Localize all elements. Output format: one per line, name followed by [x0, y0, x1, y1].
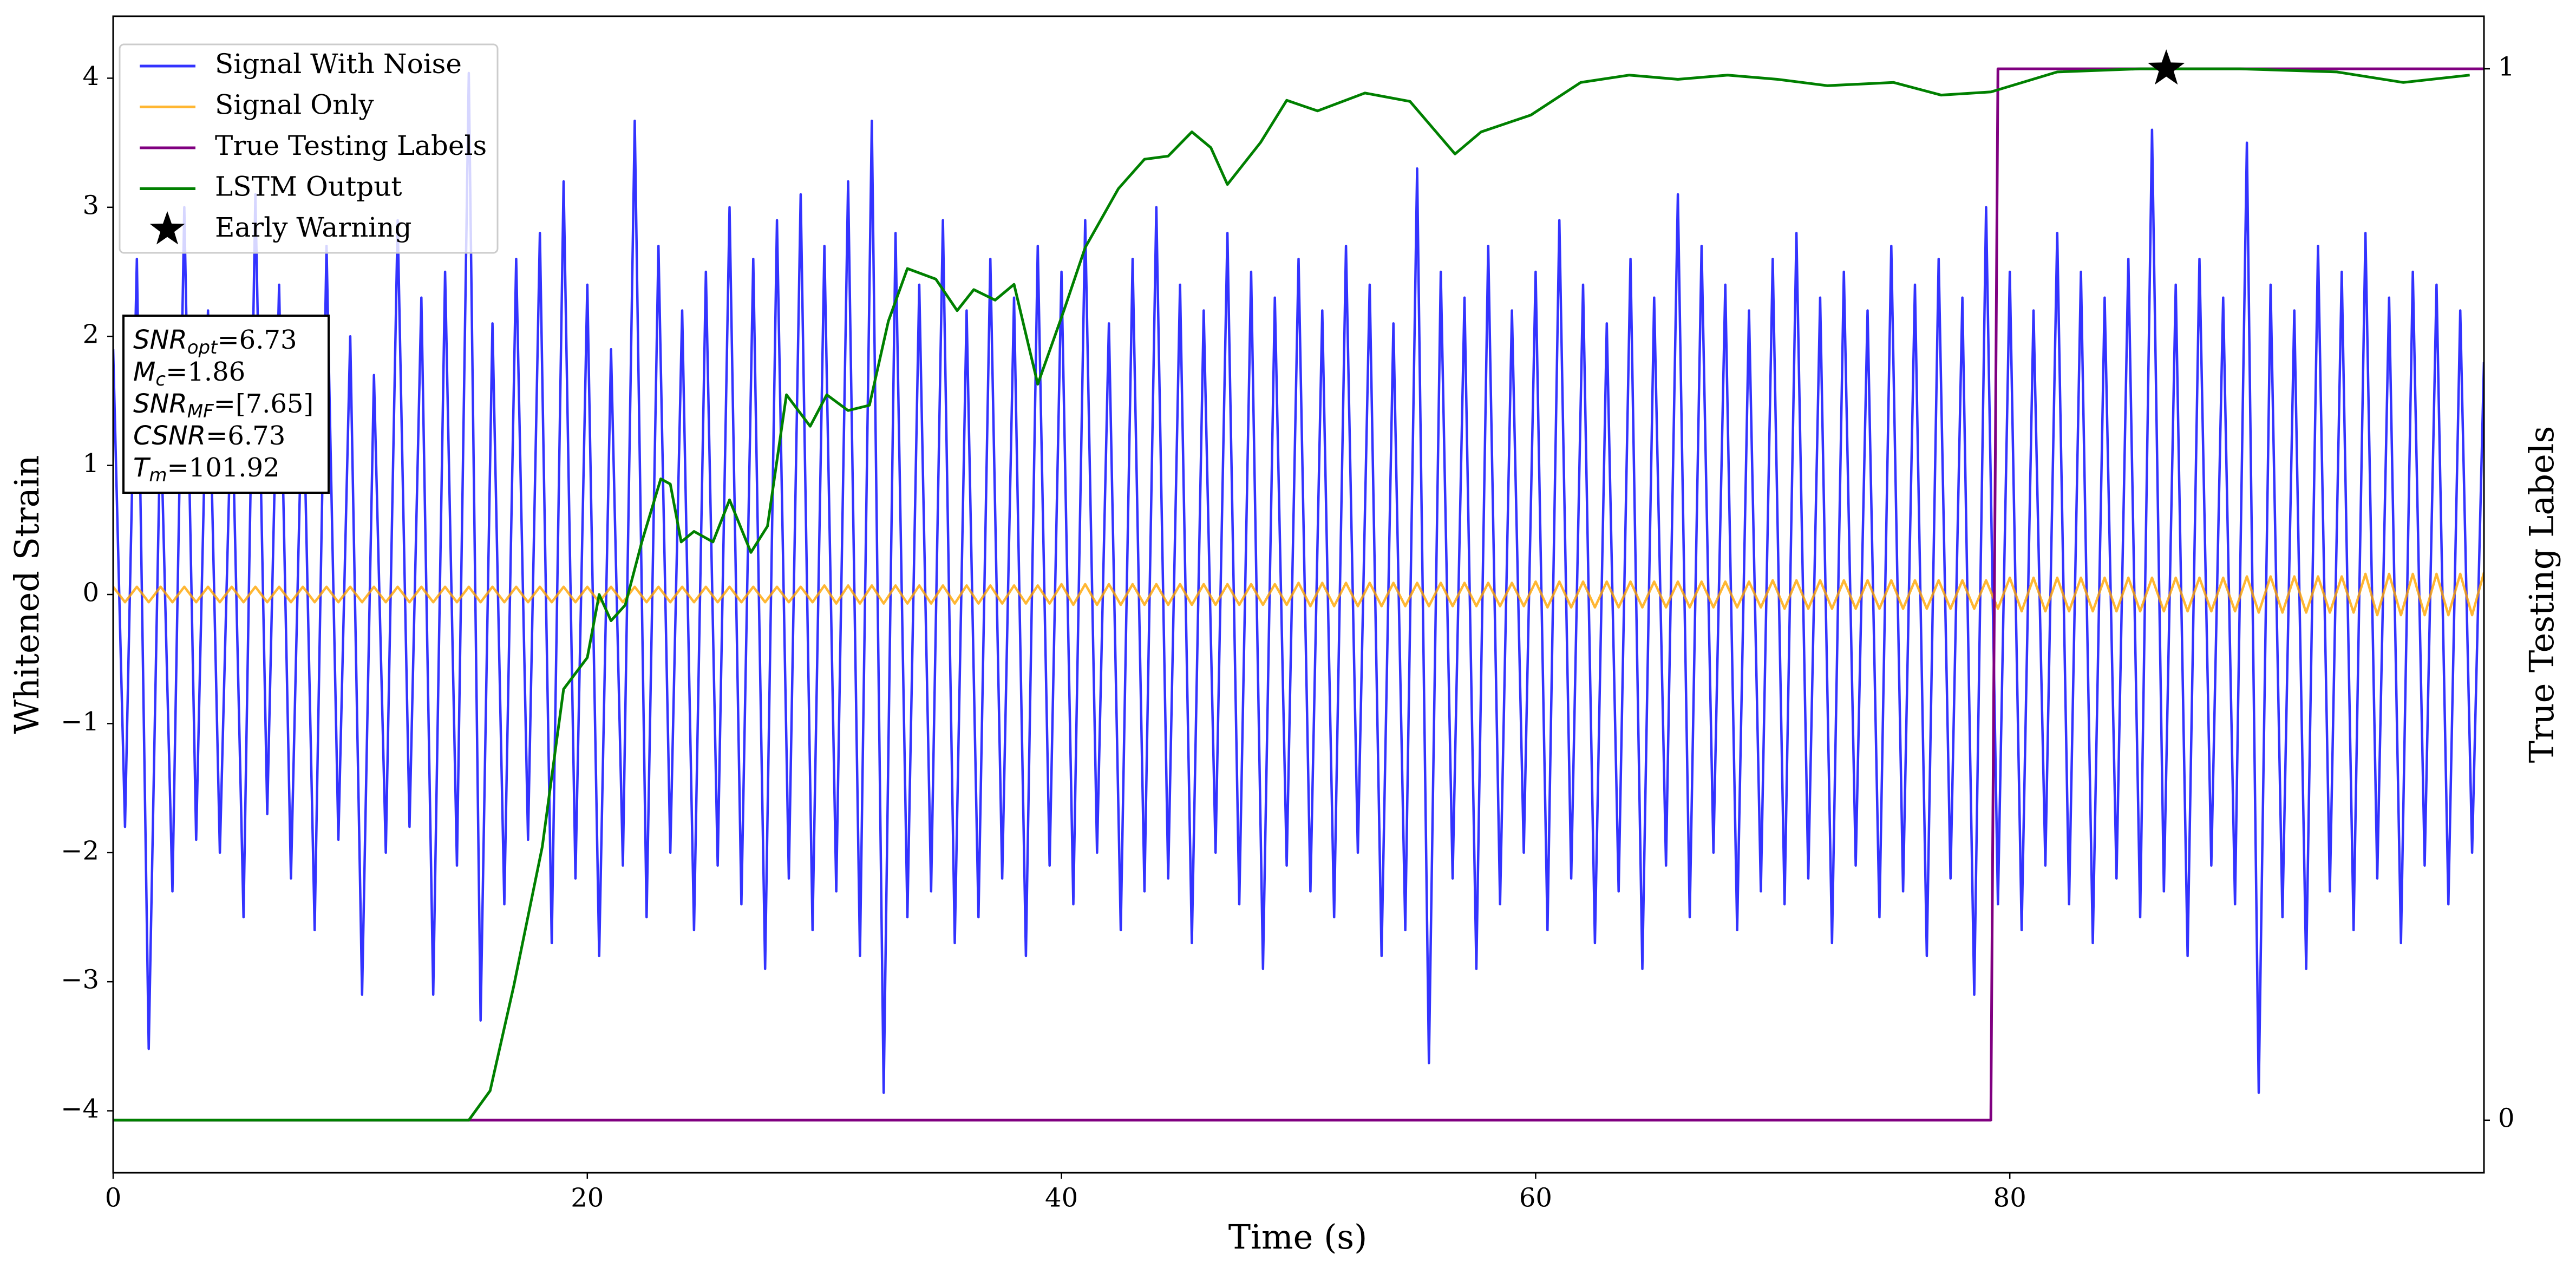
x-tick-label: 80 [1993, 1183, 2026, 1213]
y-tick-label: −3 [61, 965, 99, 995]
legend-label: True Testing Labels [215, 130, 487, 161]
y2-tick-label: 1 [2498, 52, 2515, 82]
y-tick-label: 2 [82, 319, 99, 350]
annotation-var: SNR [133, 325, 187, 355]
annotation-box [122, 315, 330, 494]
x-axis-label: Time (s) [1228, 1217, 1368, 1257]
annotation-var: T [133, 453, 151, 483]
series-line [113, 67, 2470, 1122]
y-tick-label: 0 [82, 578, 99, 608]
annotation-text: =101.92 [167, 453, 279, 483]
annotation-sub: c [155, 369, 166, 390]
annotation-sub: MF [187, 401, 214, 422]
annotation-line: CSNR=6.73 [133, 421, 285, 452]
legend-label: Signal Only [215, 89, 374, 121]
y-tick-label: 3 [82, 190, 99, 220]
series-line [113, 572, 2484, 617]
y-tick-label: 4 [82, 61, 99, 92]
x-tick-label: 60 [1519, 1183, 1552, 1213]
annotation-sub: opt [187, 337, 218, 358]
early-warning-marker [2148, 49, 2185, 85]
y-tick-label: −1 [61, 707, 99, 737]
annotation-text: =1.86 [166, 357, 245, 387]
y-tick-label: 1 [82, 448, 99, 479]
y-tick-label: −2 [61, 835, 99, 866]
annotation: SNRopt=6.73Mc=1.86SNRMF=[7.65]CSNR=6.73T… [122, 315, 330, 494]
annotation-var: SNR [133, 389, 187, 419]
annotation-text: =6.73 [206, 421, 285, 451]
series-line [113, 71, 2484, 1094]
annotation-line: SNRMF=[7.65] [133, 389, 313, 422]
y2-tick-label: 0 [2498, 1103, 2515, 1133]
annotation-var: CSNR [133, 421, 206, 451]
annotation-sub: m [149, 465, 167, 486]
annotation-text: =6.73 [217, 325, 297, 355]
x-tick-label: 40 [1045, 1183, 1078, 1213]
x-tick-label: 0 [105, 1183, 122, 1213]
legend-box [119, 43, 499, 254]
legend-label: Early Warning [215, 212, 412, 243]
x-tick-label: 20 [571, 1183, 604, 1213]
plot-area [113, 67, 2484, 1122]
legend-label: Signal With Noise [215, 48, 462, 80]
annotation-line: SNRopt=6.73 [133, 325, 297, 358]
y-axis-label: Whitened Strain [7, 455, 47, 734]
annotation-var: M [133, 357, 155, 387]
annotation-text: =[7.65] [214, 389, 314, 419]
annotation-line: Tm=101.92 [133, 453, 280, 486]
legend: Signal With Noise Signal Only True Testing… [119, 43, 499, 254]
legend-label: LSTM Output [215, 171, 402, 202]
legend-marker [149, 211, 185, 245]
y2-axis-label: True Testing Labels [2522, 426, 2561, 763]
y-tick-label: −4 [61, 1094, 99, 1124]
annotation-line: Mc=1.86 [133, 357, 245, 390]
